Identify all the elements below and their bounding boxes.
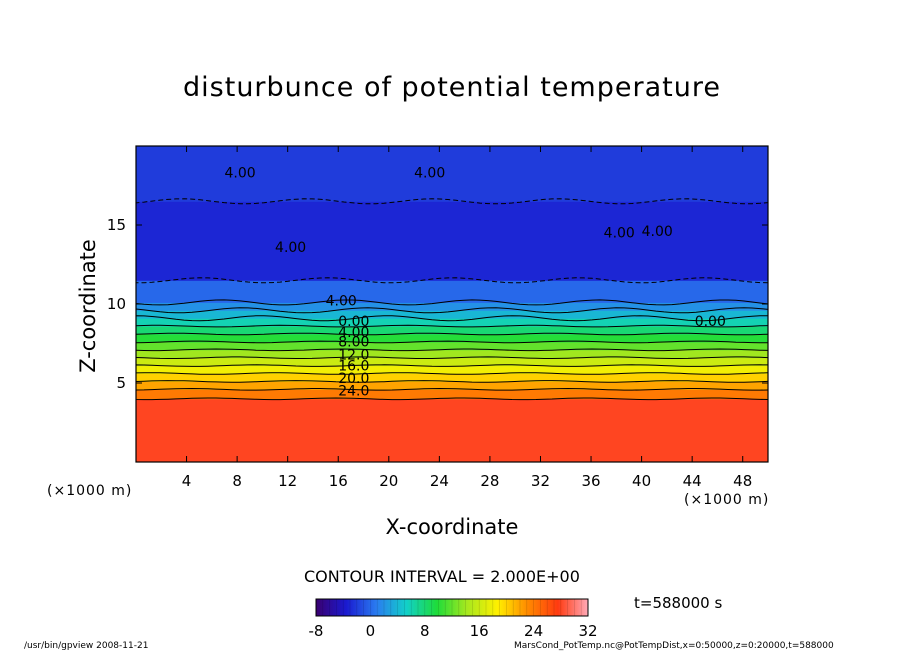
heatmap-band <box>136 349 768 359</box>
contour-label: 4.00 <box>326 294 357 310</box>
colorbar-tick-label: 8 <box>420 622 430 640</box>
contour-label: 12.0 <box>338 347 369 363</box>
colorbar-stripes <box>322 599 582 616</box>
contour-label: 4.00 <box>414 166 445 182</box>
heatmap-band <box>136 280 768 303</box>
x-tick-label: 16 <box>329 472 348 490</box>
contour-label: 4.00 <box>275 240 306 256</box>
x-axis-label: X-coordinate <box>385 515 519 539</box>
y-axis-label: Z-coordinate <box>76 239 100 373</box>
contour-label: 0.00 <box>338 314 369 330</box>
contour-line <box>136 315 768 322</box>
heatmap-band <box>136 201 768 281</box>
x-tick-label: 28 <box>480 472 499 490</box>
contour-line <box>136 364 768 367</box>
chart-title: disturbunce of potential temperature <box>183 72 721 103</box>
heatmap-band <box>136 365 768 375</box>
contour-line <box>136 397 768 401</box>
heatmap-band <box>136 318 768 327</box>
contour-line <box>136 277 768 284</box>
heatmap-band <box>136 381 768 390</box>
y-tick-label: 15 <box>107 216 126 234</box>
x-unit-left: (×1000 m) <box>47 483 133 499</box>
y-tick-label: 10 <box>107 295 126 313</box>
contour-label: 16.0 <box>338 358 369 374</box>
contour-line <box>136 198 768 205</box>
contour-line <box>136 387 768 391</box>
x-tick-label: 40 <box>632 472 651 490</box>
heatmap-band <box>136 334 768 343</box>
contour-labels: 4.00 4.004.00 4.004.004.000.004.008.0012.0… <box>224 166 725 400</box>
colorbar: -8 0 8 16 24 32 <box>309 598 598 640</box>
heatmap-band <box>136 341 768 351</box>
contour-lines <box>136 198 768 401</box>
x-tick-label: 4 <box>182 472 192 490</box>
colorbar-tick-label: 0 <box>366 622 376 640</box>
x-tick-label: 12 <box>278 472 297 490</box>
colorbar-tick-label: 32 <box>578 622 597 640</box>
colorbar-gradient <box>315 598 589 617</box>
heatmap-band <box>136 326 768 335</box>
heatmap-band <box>136 373 768 382</box>
colorbar-tick-label: 24 <box>524 622 543 640</box>
time-label: t=588000 s <box>634 594 723 612</box>
plot-area <box>136 146 768 462</box>
contour-label: 4.00 <box>224 166 255 182</box>
contour-line <box>136 332 768 336</box>
colorbar-tick-label: -8 <box>309 622 324 640</box>
x-tick-label: 20 <box>379 472 398 490</box>
x-tick-label: 44 <box>683 472 702 490</box>
heatmap-band <box>136 302 768 311</box>
heatmap-band <box>136 398 768 462</box>
contour-label: 0.00 <box>695 314 726 330</box>
contour-line <box>136 356 768 359</box>
contour-line <box>136 340 768 344</box>
heatmap-band <box>136 310 768 319</box>
x-tick-label: 32 <box>531 472 550 490</box>
y-tick-label: 5 <box>116 374 126 392</box>
x-unit-right: (×1000 m) <box>684 492 770 508</box>
contour-label: 8.00 <box>338 335 369 351</box>
y-axis-ticks: 5 10 15 <box>107 216 768 392</box>
x-tick-label: 8 <box>232 472 242 490</box>
x-tick-label: 36 <box>581 472 600 490</box>
contour-label: 4.00 <box>642 224 673 240</box>
footer-right: MarsCond_PotTemp.nc@PotTempDist,x=0:5000… <box>514 641 834 651</box>
heatmap-band <box>136 146 768 202</box>
contour-line <box>136 307 768 314</box>
contour-label: 24.0 <box>338 384 369 400</box>
contour-line <box>136 380 768 383</box>
x-axis-ticks: 4 8 12 16 20 24 28 32 36 40 44 48 <box>182 146 752 490</box>
footer-left: /usr/bin/gpview 2008-11-21 <box>24 641 149 651</box>
colorbar-ticks: -8 0 8 16 24 32 <box>309 622 598 640</box>
contour-label: 20.0 <box>338 371 369 387</box>
x-tick-label: 48 <box>733 472 752 490</box>
contour-label: 4.00 <box>338 325 369 341</box>
contour-interval-label: CONTOUR INTERVAL = 2.000E+00 <box>304 567 580 586</box>
contour-line <box>136 348 768 352</box>
contour-line <box>136 299 768 306</box>
heatmap-band <box>136 357 768 367</box>
heatmap-band <box>136 389 768 400</box>
contour-label: 4.00 <box>604 226 635 242</box>
colorbar-tick-label: 16 <box>470 622 489 640</box>
x-tick-label: 24 <box>430 472 449 490</box>
contour-line <box>136 372 768 375</box>
contour-line <box>136 324 768 328</box>
